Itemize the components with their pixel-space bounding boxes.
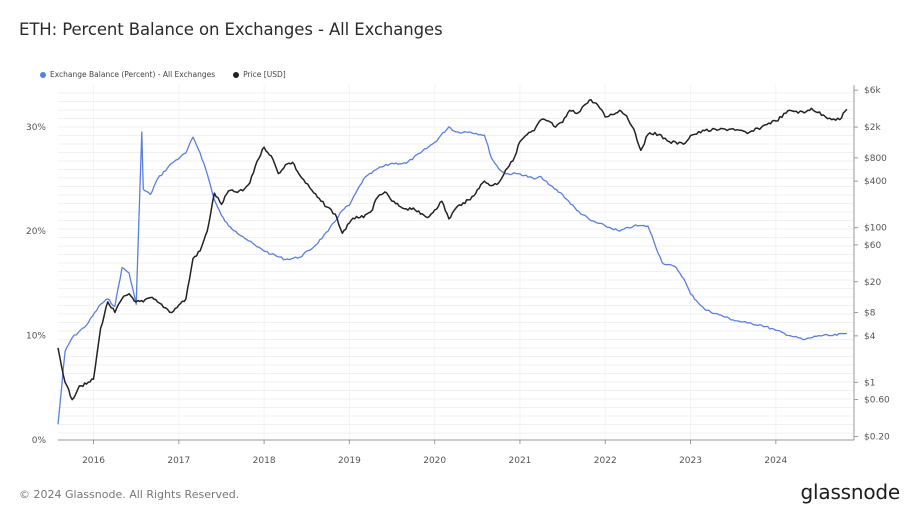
brand-logo: glassnode bbox=[800, 480, 901, 504]
legend-item-price[interactable]: Price [USD] bbox=[233, 70, 286, 79]
y-right-tick-label: $400 bbox=[864, 177, 887, 187]
series-line-price bbox=[57, 99, 848, 401]
y-left-tick-label: 30% bbox=[26, 123, 46, 133]
y-right-tick-label: $4 bbox=[864, 332, 876, 342]
x-tick-label: 2024 bbox=[764, 456, 787, 466]
y-right-tick-label: $0.20 bbox=[864, 432, 890, 442]
x-tick-label: 2021 bbox=[509, 456, 532, 466]
legend-item-balance[interactable]: Exchange Balance (Percent) - All Exchang… bbox=[40, 70, 215, 79]
y-right-tick-label: $1 bbox=[864, 378, 875, 388]
x-tick-label: 2017 bbox=[167, 456, 190, 466]
legend-dot-balance bbox=[40, 71, 46, 78]
copyright-text: © 2024 Glassnode. All Rights Reserved. bbox=[19, 488, 240, 501]
x-tick-label: 2019 bbox=[338, 456, 361, 466]
y-left-tick-label: 0% bbox=[32, 436, 47, 446]
x-tick-label: 2018 bbox=[253, 456, 276, 466]
x-tick-label: 2022 bbox=[594, 456, 617, 466]
y-right-tick-label: $800 bbox=[864, 154, 887, 164]
y-left-tick-label: 20% bbox=[26, 227, 46, 237]
y-right-tick-label: $60 bbox=[864, 241, 881, 251]
y-right-tick-label: $2k bbox=[864, 123, 881, 133]
y-right-tick-label: $100 bbox=[864, 224, 887, 234]
y-right-tick-label: $0.60 bbox=[864, 396, 890, 406]
y-right-tick-label: $6k bbox=[864, 86, 881, 96]
y-right-tick-label: $20 bbox=[864, 278, 881, 288]
x-tick-label: 2023 bbox=[679, 456, 702, 466]
x-tick-label: 2020 bbox=[423, 456, 446, 466]
series-line-exchange-balance bbox=[57, 126, 847, 425]
legend-dot-price bbox=[233, 71, 240, 78]
legend-label-price: Price [USD] bbox=[243, 70, 286, 79]
legend: Exchange Balance (Percent) - All Exchang… bbox=[40, 70, 286, 79]
page-title: ETH: Percent Balance on Exchanges - All … bbox=[19, 20, 443, 39]
y-left-tick-label: 10% bbox=[26, 332, 46, 342]
legend-label-balance: Exchange Balance (Percent) - All Exchang… bbox=[50, 70, 216, 79]
x-tick-label: 2016 bbox=[82, 456, 105, 466]
y-right-tick-label: $8 bbox=[864, 309, 876, 319]
